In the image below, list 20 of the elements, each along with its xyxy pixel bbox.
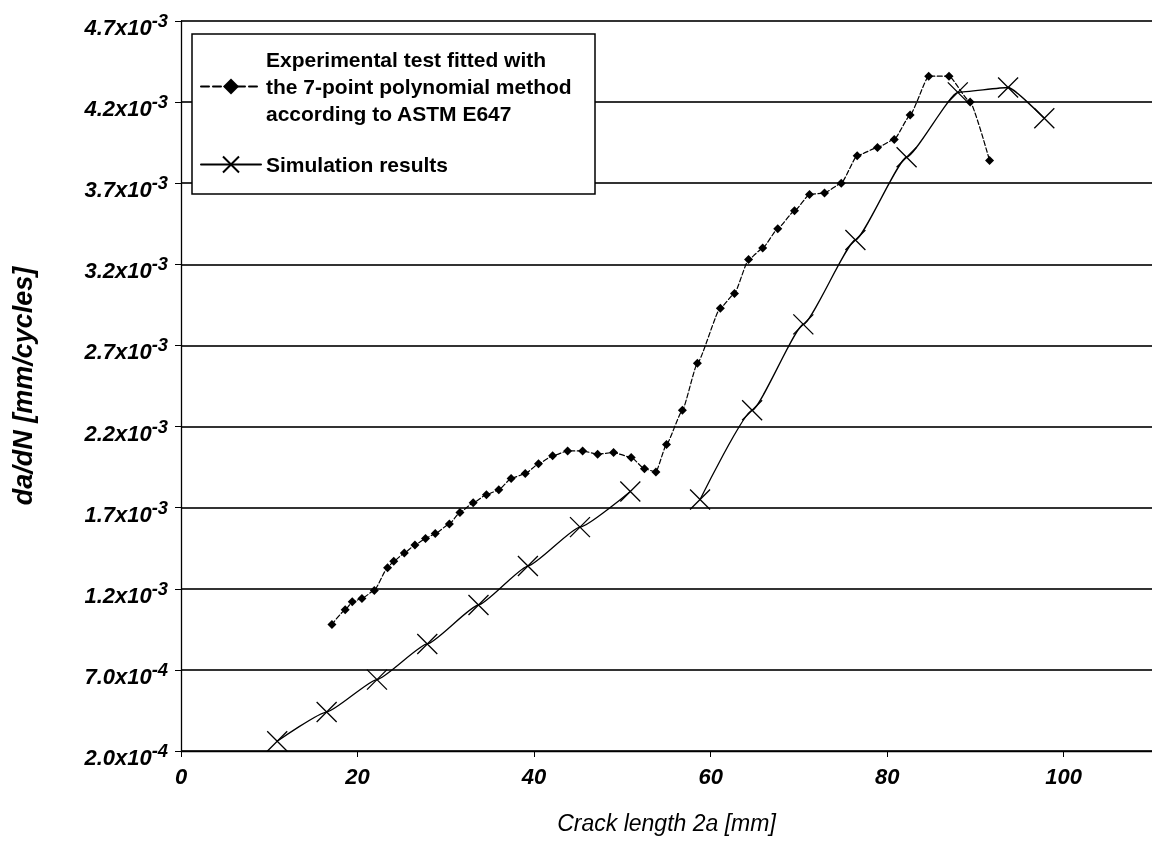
legend-label: Simulation results: [266, 153, 449, 176]
x-tick-label: 0: [174, 763, 188, 789]
x-tick-label: 100: [1045, 763, 1083, 789]
y-tick-label: 4.2x10$^{-3}$: [84, 90, 168, 124]
y-tick-label: 1.2x10$^{-3}$: [84, 576, 168, 611]
legend-label: Experimental test fitted with the 7-point polynomial method according to ASTM E647: [266, 48, 578, 125]
x-tick-label: 80: [874, 763, 901, 789]
y-tick-label: 7.0x10$^{-4}$: [84, 657, 168, 692]
y-tick-label: 2.7x10$^{-3}$: [84, 333, 168, 367]
y-tick-label: 3.7x10$^{-3}$: [84, 171, 168, 205]
y-tick-label: 4.7x10$^{-3}$: [84, 9, 168, 43]
x-tick-label: 20: [344, 763, 371, 789]
y-axis-title: da/dN [mm/cycles]: [7, 265, 38, 506]
y-tick-label: 3.2x10$^{-3}$: [84, 252, 168, 286]
x-tick-label: 60: [698, 763, 724, 789]
y-tick-label: 2.0x10$^{-4}$: [84, 739, 168, 773]
y-tick-label: 1.7x10$^{-3}$: [84, 495, 168, 529]
x-axis-title: Crack length 2a [mm]: [557, 809, 777, 836]
x-tick-label: 40: [520, 763, 548, 789]
y-tick-label: 2.2x10$^{-3}$: [84, 414, 168, 448]
